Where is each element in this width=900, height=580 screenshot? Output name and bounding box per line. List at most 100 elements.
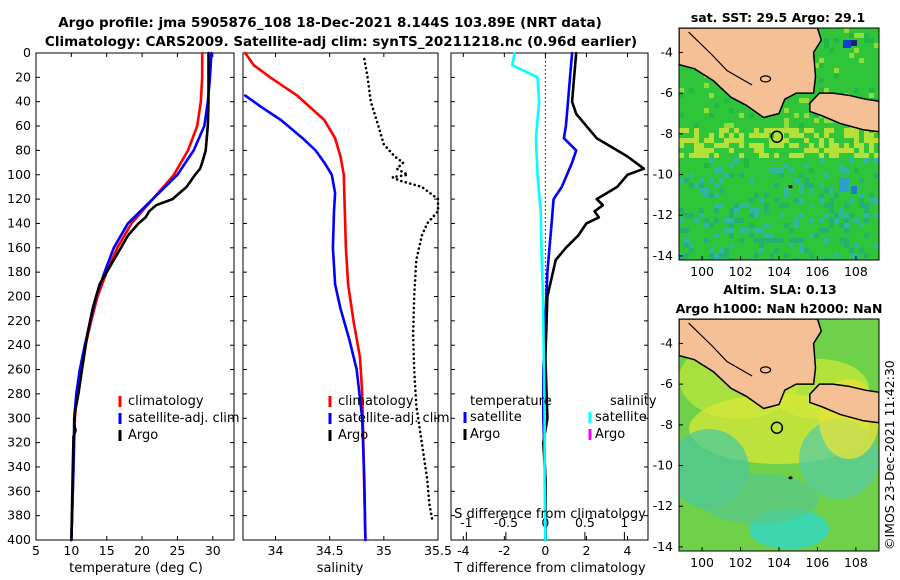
sst-cell: [839, 148, 844, 153]
sst-cell: [714, 168, 719, 173]
map-y-tick-label: -14: [653, 248, 673, 263]
sst-cell: [844, 238, 849, 243]
x-tick-label: 0: [541, 543, 549, 558]
sst-cell: [854, 128, 859, 133]
sst-cell: [694, 218, 699, 223]
sst-cell: [709, 138, 714, 143]
temperature-axis-label: temperature (deg C): [69, 561, 203, 576]
sst-cell: [759, 248, 764, 253]
series-line-climatology: [243, 51, 367, 542]
sst-cell: [699, 258, 704, 260]
legend-label-climatology: climatology: [338, 394, 414, 409]
sst-cell: [689, 183, 694, 188]
sst-cell: [774, 153, 779, 158]
sst-cell: [804, 163, 809, 168]
sst-cell: [854, 138, 859, 143]
sst-cell: [874, 138, 879, 143]
difference-legend: temperature salinity satellite Argo sate…: [463, 394, 657, 442]
sst-cell: [699, 213, 704, 218]
sst-cell: [854, 218, 859, 223]
legend-label-argo: Argo: [128, 428, 158, 443]
sst-cell: [799, 98, 804, 103]
sst-cell: [819, 218, 824, 223]
sst-cell: [739, 173, 744, 178]
sst-cell: [784, 123, 789, 128]
sst-cell: [794, 258, 799, 260]
sst-cell: [734, 158, 739, 163]
sst-cell: [859, 223, 864, 228]
sst-cell: [714, 203, 719, 208]
sst-cell: [729, 173, 734, 178]
salinity-legend: climatology satellite-adj. clim Argo: [328, 394, 450, 443]
sst-cell: [764, 128, 769, 133]
x-tick-label: 25: [169, 543, 185, 558]
salinity-axis-label: salinity: [317, 561, 364, 576]
series-line-satellite-adj-clim: [243, 94, 367, 542]
sst-cell: [799, 183, 804, 188]
sst-cell: [864, 218, 869, 223]
sst-cell: [869, 38, 874, 43]
sst-cell: [824, 228, 829, 233]
y-tick-label: 140: [7, 215, 31, 230]
sst-cell: [684, 178, 689, 183]
sst-cell: [814, 63, 819, 68]
sst-cell: [864, 158, 869, 163]
sst-cell: [809, 188, 814, 193]
sst-cell: [849, 128, 854, 133]
x-tick-label: 34.5: [316, 543, 344, 558]
sst-cell: [729, 148, 734, 153]
sst-cell: [739, 138, 744, 143]
sst-cell: [724, 248, 729, 253]
sst-cell: [699, 188, 704, 193]
sst-cell: [829, 198, 834, 203]
sst-cell: [724, 138, 729, 143]
sst-cell: [709, 193, 714, 198]
sst-cell: [769, 253, 774, 258]
x-tick-label: 5: [32, 543, 40, 558]
sst-cell: [714, 233, 719, 238]
legend-label-s-argo: Argo: [595, 427, 625, 442]
y-tick-label: 160: [7, 240, 31, 255]
sst-cell: [844, 128, 849, 133]
sst-cell: [754, 133, 759, 138]
coast-islands: [688, 31, 753, 86]
sst-cell: [814, 133, 819, 138]
sst-cell: [829, 223, 834, 228]
sst-cell: [724, 253, 729, 258]
sst-cell: [754, 208, 759, 213]
sst-cell: [784, 108, 789, 113]
sst-cell: [774, 238, 779, 243]
sst-cell: [729, 163, 734, 168]
sst-cell: [724, 228, 729, 233]
sst-cell: [724, 98, 729, 103]
sst-cell: [839, 213, 844, 218]
sst-cell: [679, 113, 684, 118]
sst-cell: [829, 138, 834, 143]
sst-cell: [729, 258, 734, 260]
sst-cell: [829, 48, 834, 53]
sst-cell: [739, 153, 744, 158]
sst-map: 100 102 104 106 108 -4 -6 -8 -10 -12 -14: [653, 27, 880, 279]
sst-cell: [764, 238, 769, 243]
sst-cell: [754, 213, 759, 218]
sst-cell: [694, 138, 699, 143]
sst-cell: [859, 153, 864, 158]
map-y-tick-label: -4: [661, 335, 674, 350]
sst-cell: [849, 33, 854, 38]
sst-cell: [819, 63, 824, 68]
coast-islands: [688, 322, 753, 377]
sst-cell: [769, 168, 774, 173]
land-sumatra: [679, 319, 823, 410]
sst-cell: [719, 188, 724, 193]
sst-cell: [824, 43, 829, 48]
sst-cell: [874, 43, 879, 48]
sst-cell: [764, 208, 769, 213]
legend-label-climatology: climatology: [128, 394, 204, 409]
map-body: [679, 319, 879, 551]
sst-cell: [689, 153, 694, 158]
sst-cell: [774, 198, 779, 203]
sst-cell: [689, 138, 694, 143]
sst-cell: [739, 113, 744, 118]
y-tick-label: 400: [7, 532, 31, 547]
sst-cell: [859, 178, 864, 183]
